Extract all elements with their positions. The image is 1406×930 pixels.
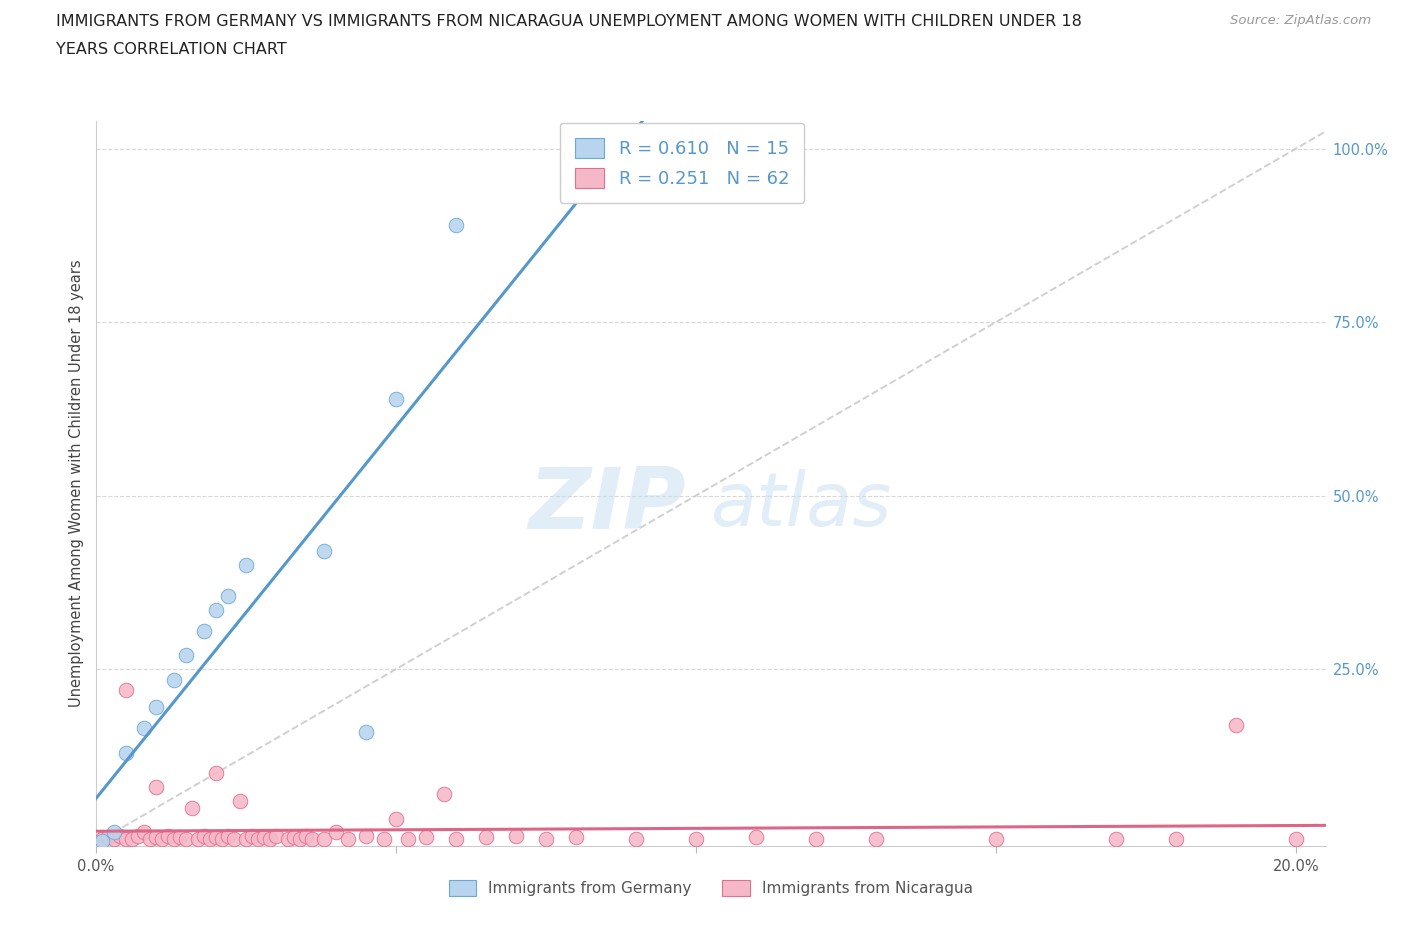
Point	[193, 624, 215, 639]
Point	[288, 832, 311, 847]
Point	[150, 832, 173, 847]
Text: YEARS CORRELATION CHART: YEARS CORRELATION CHART	[56, 42, 287, 57]
Point	[1105, 832, 1128, 847]
Point	[294, 829, 316, 844]
Point	[312, 832, 335, 847]
Point	[204, 603, 226, 618]
Point	[162, 672, 184, 687]
Point	[187, 832, 209, 847]
Point	[246, 832, 269, 847]
Point	[127, 829, 149, 844]
Point	[114, 745, 136, 760]
Point	[132, 825, 155, 840]
Point	[384, 811, 406, 826]
Point	[103, 825, 125, 840]
Text: ZIP: ZIP	[529, 464, 686, 547]
Point	[174, 648, 197, 663]
Point	[259, 832, 281, 847]
Point	[240, 829, 263, 844]
Point	[277, 832, 299, 847]
Point	[444, 832, 467, 847]
Point	[103, 832, 125, 847]
Point	[90, 833, 112, 848]
Point	[114, 832, 136, 847]
Point	[301, 832, 323, 847]
Point	[1225, 717, 1247, 732]
Point	[1285, 832, 1308, 847]
Point	[534, 832, 557, 847]
Point	[145, 700, 167, 715]
Point	[384, 392, 406, 406]
Point	[162, 832, 184, 847]
Point	[193, 829, 215, 844]
Point	[108, 829, 131, 844]
Point	[180, 801, 202, 816]
Point	[235, 832, 257, 847]
Point	[204, 766, 226, 781]
Point	[685, 832, 707, 847]
Point	[354, 829, 377, 844]
Point	[228, 793, 250, 808]
Point	[121, 832, 143, 847]
Point	[474, 830, 496, 844]
Point	[1164, 832, 1187, 847]
Point	[97, 830, 120, 844]
Text: IMMIGRANTS FROM GERMANY VS IMMIGRANTS FROM NICARAGUA UNEMPLOYMENT AMONG WOMEN WI: IMMIGRANTS FROM GERMANY VS IMMIGRANTS FR…	[56, 14, 1083, 29]
Point	[138, 832, 160, 847]
Point	[354, 724, 377, 739]
Point	[624, 832, 647, 847]
Point	[156, 829, 179, 844]
Point	[865, 832, 887, 847]
Point	[564, 830, 586, 844]
Point	[217, 829, 239, 844]
Point	[235, 558, 257, 573]
Point	[415, 830, 437, 844]
Point	[444, 218, 467, 232]
Point	[505, 829, 527, 844]
Legend: Immigrants from Germany, Immigrants from Nicaragua: Immigrants from Germany, Immigrants from…	[441, 872, 980, 904]
Point	[222, 832, 245, 847]
Point	[217, 589, 239, 604]
Point	[198, 832, 221, 847]
Point	[283, 830, 305, 844]
Point	[984, 832, 1007, 847]
Point	[204, 830, 226, 844]
Text: Source: ZipAtlas.com: Source: ZipAtlas.com	[1230, 14, 1371, 27]
Point	[145, 830, 167, 844]
Point	[169, 830, 191, 844]
Point	[336, 832, 359, 847]
Point	[396, 832, 419, 847]
Point	[264, 829, 287, 844]
Point	[804, 832, 827, 847]
Point	[325, 825, 347, 840]
Point	[312, 544, 335, 559]
Point	[114, 683, 136, 698]
Point	[373, 832, 395, 847]
Text: atlas: atlas	[711, 470, 893, 541]
Point	[132, 721, 155, 736]
Point	[433, 787, 456, 802]
Y-axis label: Unemployment Among Women with Children Under 18 years: Unemployment Among Women with Children U…	[69, 259, 84, 708]
Point	[174, 832, 197, 847]
Point	[745, 830, 768, 844]
Point	[90, 832, 112, 847]
Point	[253, 830, 276, 844]
Point	[145, 780, 167, 795]
Point	[211, 832, 233, 847]
